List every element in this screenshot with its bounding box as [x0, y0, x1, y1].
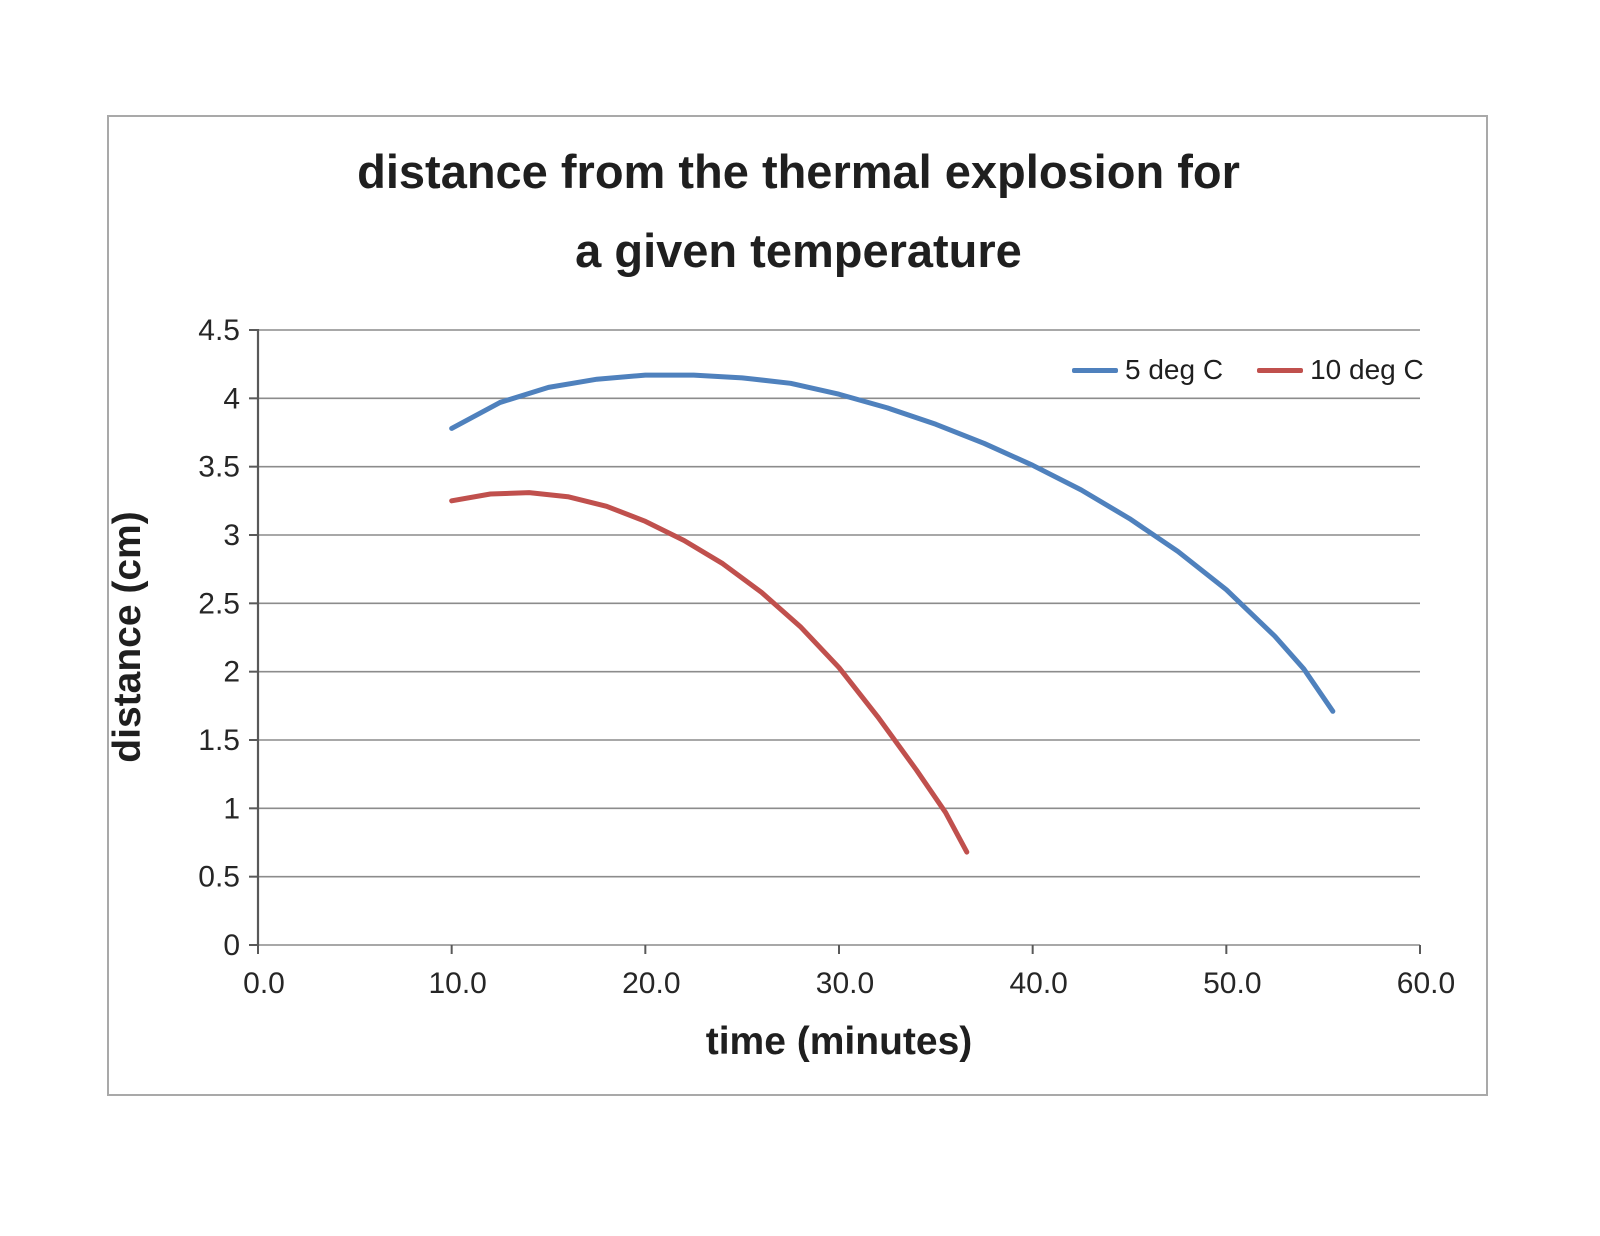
chart-frame: [107, 115, 1488, 1096]
y-tick-label: 4: [223, 382, 240, 415]
x-tick-label: 0.0: [243, 967, 285, 1000]
x-axis-title: time (minutes): [705, 1020, 973, 1063]
chart-title-line-2: a given temperature: [575, 224, 1022, 277]
y-tick-label: 3: [223, 519, 240, 552]
y-tick-label: 2: [223, 656, 240, 689]
y-tick-label: 0: [223, 929, 240, 962]
x-tick-label: 30.0: [816, 967, 874, 1000]
y-axis-title: distance (cm): [106, 511, 149, 763]
x-tick-label: 40.0: [1009, 967, 1067, 1000]
y-tick-label: 2.5: [198, 587, 240, 620]
legend-label-10-deg-c: 10 deg C: [1310, 354, 1424, 385]
y-tick-label: 0.5: [198, 861, 240, 894]
legend-label-5-deg-c: 5 deg C: [1125, 354, 1224, 385]
y-tick-label: 1: [223, 792, 240, 825]
y-tick-label: 1.5: [198, 724, 240, 757]
legend-line-swatch-red: [1257, 367, 1304, 373]
x-tick-label: 20.0: [622, 967, 680, 1000]
x-tick-label: 60.0: [1397, 967, 1455, 1000]
legend-item-10-deg-c: 10 deg C: [1257, 354, 1424, 386]
y-tick-label: 3.5: [198, 451, 240, 484]
series-line-10-deg-c: [449, 490, 970, 855]
series-line-5-deg-c: [449, 372, 1336, 714]
y-tick-label: 4.5: [198, 314, 240, 347]
chart-title-line-1: distance from the thermal explosion for: [357, 145, 1240, 198]
chart-title: distance from the thermal explosion for …: [107, 132, 1490, 290]
legend: 5 deg C 10 deg C: [1072, 354, 1424, 386]
legend-line-swatch-blue: [1072, 367, 1118, 373]
legend-item-5-deg-c: 5 deg C: [1072, 354, 1223, 386]
x-tick-label: 10.0: [428, 967, 486, 1000]
x-tick-label: 50.0: [1203, 967, 1261, 1000]
